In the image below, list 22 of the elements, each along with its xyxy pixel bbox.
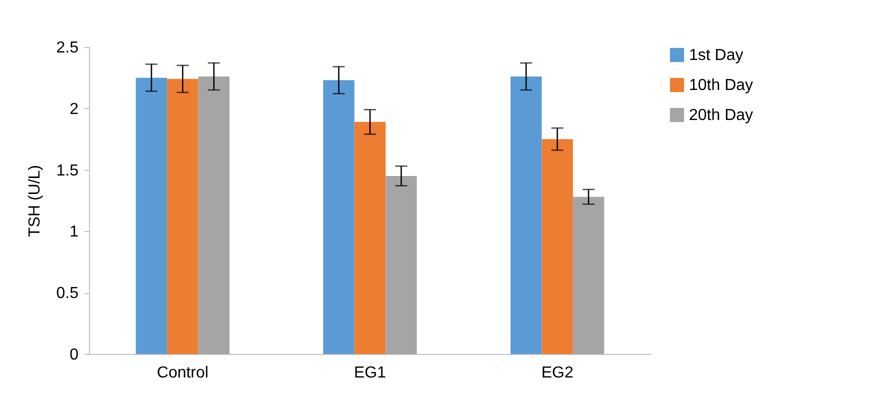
x-tick-label: Control [156, 364, 208, 382]
bar [167, 78, 198, 354]
y-tick-label: 1.5 [56, 162, 79, 180]
bar [542, 139, 573, 354]
y-tick-label: 0 [70, 346, 79, 364]
bar [386, 176, 417, 354]
bar [136, 78, 168, 354]
y-axis-title: TSH (U/L) [26, 165, 44, 237]
x-tick-label: EG2 [541, 364, 574, 382]
y-tick-label: 0.5 [56, 285, 79, 302]
legend-label: 20th Day [689, 107, 754, 124]
y-tick-label: 2.5 [56, 40, 79, 56]
legend-label: 1st Day [689, 47, 744, 64]
bar [323, 80, 354, 354]
bar [198, 76, 230, 354]
bar [510, 76, 542, 354]
x-tick-label: EG1 [354, 364, 386, 382]
legend-label: 10th Day [689, 77, 754, 94]
bar [572, 196, 604, 354]
y-tick-label: 2 [70, 100, 79, 118]
y-tick-label: 1 [70, 224, 79, 241]
bar [354, 122, 386, 354]
